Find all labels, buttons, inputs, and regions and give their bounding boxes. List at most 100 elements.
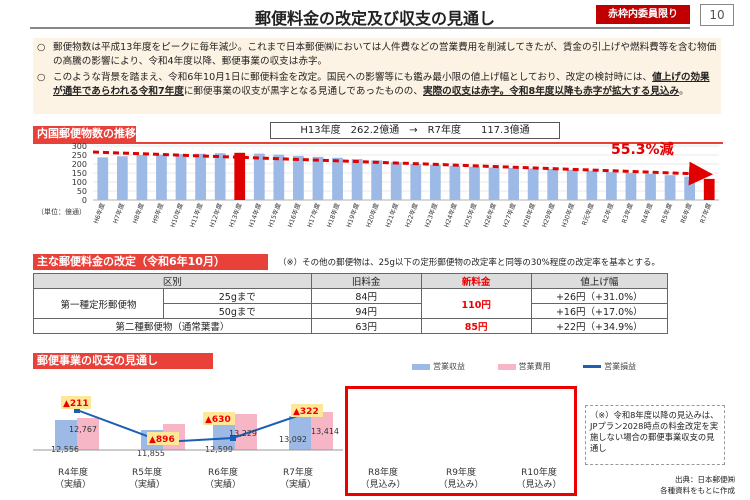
year-label: R9年度	[446, 468, 476, 478]
year-sub: （見込み）	[360, 480, 406, 490]
chart-bars	[97, 152, 715, 200]
bar-H9年度	[156, 154, 167, 200]
rate-table: 区別 旧料金 新料金 値上げ幅 第一種定形郵便物 25gまで 84円 110円 …	[33, 273, 669, 334]
bar-R4年度	[645, 173, 656, 200]
x-tick-label: H18年度	[324, 201, 341, 229]
col-category: 区別	[33, 273, 312, 289]
bar-H26年度	[488, 167, 500, 200]
rate-table-header: 区別 旧料金 新料金 値上げ幅	[33, 273, 669, 289]
x-tick-label: H12年度	[207, 201, 224, 229]
x-tick-label: H26年度	[481, 201, 498, 229]
rate-heading: 主な郵便料金の改定（令和6年10月）	[33, 254, 268, 270]
volume-summary: H13年度 262.2億通 → R7年度 117.3億通	[270, 122, 560, 139]
x-tick-label: H9年度	[150, 201, 166, 225]
x-tick-label: H25年度	[461, 201, 478, 229]
bar-R3年度	[625, 173, 637, 200]
bar-revenue	[55, 420, 77, 450]
bar-H12年度	[214, 153, 226, 200]
year-label-r10: R10年度 （見込み）	[506, 467, 572, 491]
row-new: 85円	[420, 318, 532, 334]
x-tick-label: H22年度	[403, 201, 420, 229]
y-tick-label: 100	[72, 178, 87, 187]
legend-swatch	[412, 363, 430, 370]
note-text-a: このような背景を踏まえ、令和6年10月1日に郵便料金を改定。国民への影響等にも鑑…	[53, 72, 653, 83]
legend-label: 営業損益	[604, 362, 637, 371]
bar-revenue	[213, 420, 235, 450]
legend-swatch	[583, 365, 602, 368]
y-tick-label: 0	[82, 196, 87, 205]
row-increase: +26円（+31.0%）	[530, 288, 669, 304]
volume-heading-rule	[33, 142, 723, 144]
note-item-1: ○ 郵便物数は平成13年度をピークに毎年減少。これまで日本郵便㈱においては人件費…	[37, 41, 717, 69]
revenue-value: 11,855	[137, 449, 165, 458]
x-tick-label: H23年度	[422, 201, 439, 229]
loss-label: ▲211	[63, 399, 89, 409]
volume-section: 内国郵便物数の推移	[33, 122, 723, 144]
year-sub: （実績）	[279, 480, 316, 490]
bar-H28年度	[527, 168, 539, 200]
chart-x-labels: H6年度 H7年度 H8年度 H9年度 H10年度 H11年度 H12年度 H13年度 H14年…	[91, 201, 713, 229]
table-row: 50gまで 94円 +16円（+17.0%）	[34, 303, 669, 319]
bar-H11年度	[195, 153, 206, 200]
col-increase: 値上げ幅	[530, 273, 669, 289]
y-tick-label: 200	[72, 160, 87, 169]
x-tick-label: R元年度	[579, 201, 596, 227]
year-sub: （実績）	[54, 480, 91, 490]
note-item-2: ○ このような背景を踏まえ、令和6年10月1日に郵便料金を改定。国民への影響等に…	[37, 71, 717, 99]
finance-legend: 営業収益 営業費用 営業損益	[412, 361, 722, 372]
x-tick-label: H30年度	[559, 201, 576, 229]
note-bullet: ○	[37, 42, 46, 53]
year-sub: （見込み）	[438, 480, 484, 490]
bar-H18年度	[332, 157, 343, 200]
year-label-r8: R8年度 （見込み）	[352, 467, 414, 491]
loss-point	[74, 407, 80, 413]
x-tick-label: H11年度	[187, 201, 204, 229]
year-label-r9: R9年度 （見込み）	[430, 467, 492, 491]
y-tick-label: 150	[72, 169, 87, 178]
legend-label: 営業収益	[433, 362, 465, 371]
bar-H22年度	[410, 164, 422, 200]
row-old: 94円	[310, 303, 422, 319]
bar-H14年度	[253, 153, 265, 200]
row-category: 第一種定形郵便物	[33, 288, 164, 319]
x-tick-label: H15年度	[266, 201, 283, 229]
x-tick-label: H21年度	[383, 201, 400, 229]
year-label-r7: R7年度 （実績）	[268, 467, 328, 491]
x-tick-label: H7年度	[110, 201, 126, 225]
bar-revenue	[289, 416, 311, 450]
note-emphasis-1: 値上げの効果が通年であらわれる令和7年度	[53, 72, 710, 97]
year-label: R4年度	[58, 468, 88, 478]
loss-label-bg	[61, 396, 91, 409]
year-label-r6: R6年度 （実績）	[193, 467, 253, 491]
year-label: R5年度	[132, 468, 162, 478]
bar-H29年度	[547, 169, 559, 200]
bar-H6年度	[97, 157, 109, 200]
bar-H17年度	[312, 156, 324, 200]
row-increase: +22円（+34.9%）	[530, 318, 669, 334]
loss-label-bg	[291, 404, 323, 417]
row-new: 110円	[420, 288, 532, 319]
note-text: 郵便物数は平成13年度をピークに毎年減少。これまで日本郵便㈱においては人件費など…	[53, 42, 717, 67]
note-text-b: に郵便事業の収支が黒字となる見通しであったものの、	[183, 86, 423, 97]
table-row: 第二種郵便物（通常葉書） 63円 85円 +22円（+34.9%）	[33, 318, 669, 334]
cost-value: 13,414	[311, 427, 339, 436]
bar-cost	[77, 418, 99, 450]
loss-label: ▲630	[205, 415, 231, 425]
finance-section: 郵便事業の収支の見通し	[33, 353, 213, 369]
legend-profit: 営業損益	[583, 362, 636, 371]
bar-H19年度	[351, 158, 363, 200]
rate-note: （※）その他の郵便物は、25g以下の定形郵便物の改定率と同等の30%程度の改定率…	[278, 258, 660, 268]
row-old: 84円	[310, 288, 422, 304]
confidential-badge: 赤枠内委員限り	[596, 5, 690, 24]
x-tick-label: H6年度	[91, 201, 107, 225]
decline-arrow	[92, 150, 713, 186]
table-row: 第一種定形郵便物 25gまで 84円 110円 +26円（+31.0%）	[33, 288, 669, 319]
revenue-value: 13,092	[279, 435, 307, 444]
bar-H25年度	[469, 166, 480, 200]
decline-label: 55.3%減	[611, 141, 674, 158]
bar-H16年度	[293, 155, 304, 200]
x-tick-label: H13年度	[226, 201, 243, 229]
x-tick-label: R4年度	[639, 201, 655, 224]
bar-cost	[311, 412, 333, 450]
